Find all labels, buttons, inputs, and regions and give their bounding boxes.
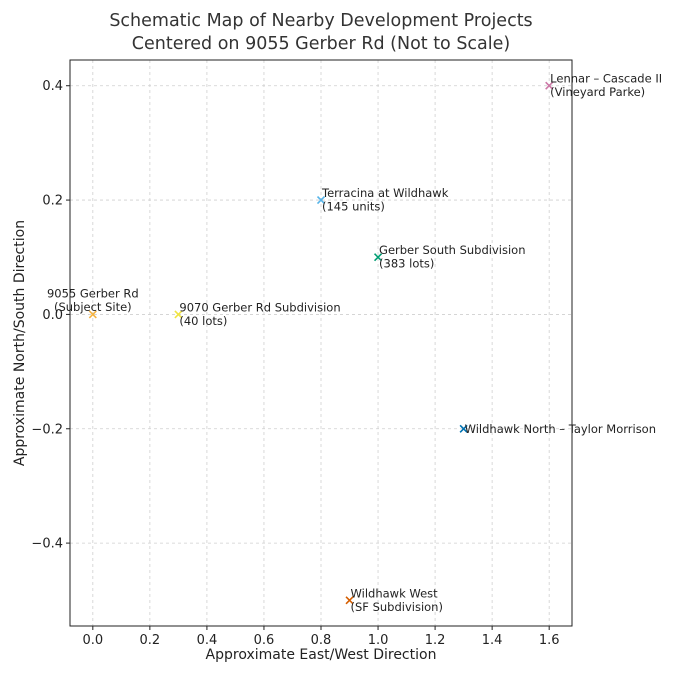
data-points: 9055 Gerber Rd (Subject Site) 9070 Gerber … bbox=[47, 72, 662, 614]
point-marker bbox=[545, 81, 554, 90]
x-axis-label: Approximate East/West Direction bbox=[206, 647, 437, 663]
y-tick-label: 0.0 bbox=[42, 308, 63, 323]
data-point: 9055 Gerber Rd (Subject Site) bbox=[47, 286, 139, 319]
axis-ticks: 0.0 0.2 0.4 0.6 0.8 1.0 1.2 1.4 1.6 −0.4 −0.2 0.0 0.… bbox=[31, 79, 559, 648]
point-marker bbox=[459, 424, 468, 433]
y-axis-label: Approximate North/South Direction bbox=[12, 220, 28, 466]
x-tick-label: 0.2 bbox=[140, 633, 161, 648]
point-label: Wildhawk West (SF Subdivision) bbox=[351, 586, 443, 614]
x-tick-label: 0.4 bbox=[197, 633, 218, 648]
data-point: 9070 Gerber Rd Subdivision (40 lots) bbox=[174, 300, 341, 328]
data-point: Lennar – Cascade II (Vineyard Parke) bbox=[545, 72, 662, 100]
y-tick-label: 0.2 bbox=[42, 194, 63, 209]
x-tick-label: 0.6 bbox=[254, 633, 275, 648]
y-tick-label: −0.2 bbox=[31, 422, 63, 437]
point-marker bbox=[345, 596, 354, 605]
chart-title-line-2: Centered on 9055 Gerber Rd (Not to Scale… bbox=[132, 34, 511, 54]
data-point: Wildhawk North – Taylor Morrison bbox=[459, 422, 656, 436]
data-point: Terracina at Wildhawk (145 units) bbox=[316, 186, 449, 214]
data-point: Wildhawk West (SF Subdivision) bbox=[345, 586, 443, 614]
point-marker bbox=[316, 196, 326, 205]
plot-frame bbox=[69, 59, 573, 627]
x-tick-label: 1.6 bbox=[539, 633, 560, 648]
point-label: Gerber South Subdivision (383 lots) bbox=[379, 243, 525, 271]
x-tick-label: 1.4 bbox=[482, 633, 503, 648]
x-tick-label: 1.2 bbox=[425, 633, 446, 648]
x-tick-label: 0.8 bbox=[311, 633, 332, 648]
point-label: Terracina at Wildhawk (145 units) bbox=[321, 186, 449, 214]
point-marker bbox=[174, 310, 183, 319]
data-point: Gerber South Subdivision (383 lots) bbox=[373, 243, 525, 271]
point-label: 9070 Gerber Rd Subdivision (40 lots) bbox=[179, 300, 340, 328]
point-label: Lennar – Cascade II (Vineyard Parke) bbox=[550, 72, 662, 100]
point-marker bbox=[373, 253, 383, 262]
point-label: 9055 Gerber Rd (Subject Site) bbox=[47, 286, 139, 314]
x-tick-label: 1.0 bbox=[368, 633, 389, 648]
y-tick-label: 0.4 bbox=[42, 79, 63, 94]
point-label: Wildhawk North – Taylor Morrison bbox=[465, 422, 656, 436]
point-marker bbox=[88, 310, 97, 319]
grid bbox=[70, 60, 572, 626]
y-tick-label: −0.4 bbox=[31, 537, 63, 552]
chart-title-line-1: Schematic Map of Nearby Development Proj… bbox=[109, 11, 532, 31]
x-tick-label: 0.0 bbox=[82, 633, 103, 648]
